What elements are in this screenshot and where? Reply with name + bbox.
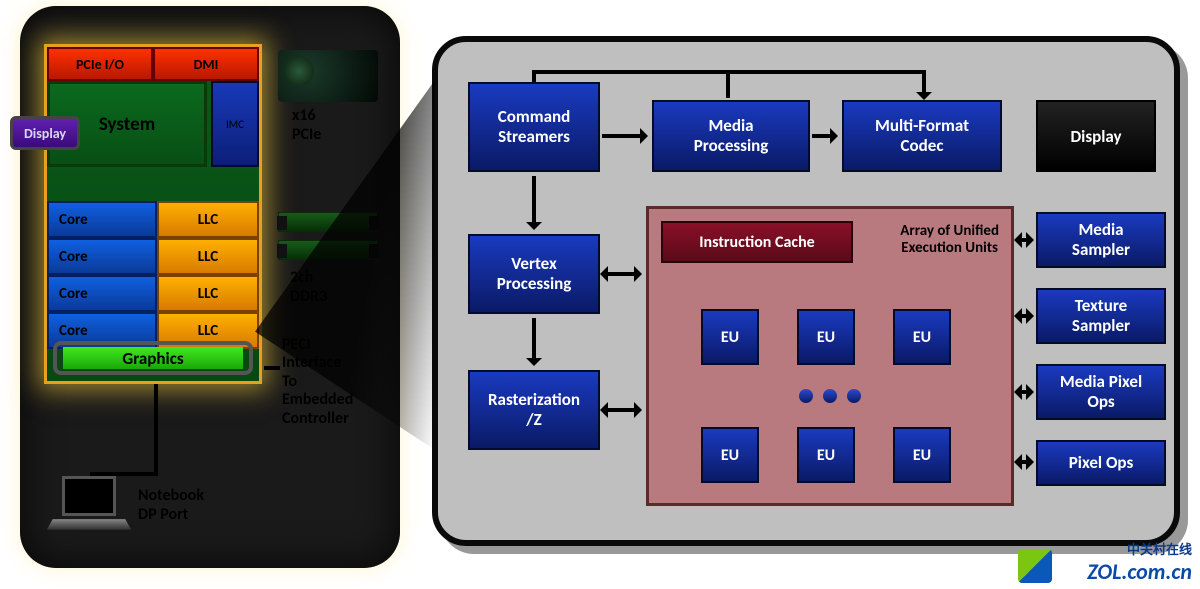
eu-block: EU: [701, 309, 759, 365]
x16-pcie-label: x16 PCIe: [292, 106, 321, 144]
core-block: Core: [47, 238, 157, 275]
eu-array-label: Array of Unified Execution Units: [900, 223, 999, 256]
vertex-processing-block: Vertex Processing: [468, 234, 600, 314]
arrow-icon: [532, 318, 536, 362]
display-badge: Display: [10, 116, 80, 150]
zol-logo-icon: [1018, 549, 1052, 583]
eu-block: EU: [797, 309, 855, 365]
watermark-cn: 中关村在线: [1087, 539, 1192, 558]
arrow-line: [532, 70, 536, 82]
llc-block: LLC: [157, 201, 259, 238]
llc-block: LLC: [157, 275, 259, 312]
chip-die: PCIe I/O DMI System IMC CoreLLC CoreLLC …: [44, 44, 262, 384]
multi-format-codec-block: Multi-Format Codec: [842, 100, 1002, 172]
display-block: Display: [1036, 100, 1156, 172]
media-pixel-ops-block: Media Pixel Ops: [1036, 364, 1166, 420]
watermark-en: ZOL.com.cn: [1087, 558, 1192, 585]
arrow-icon: [532, 176, 536, 226]
arrow-line: [534, 70, 924, 74]
instruction-cache-block: Instruction Cache: [661, 221, 853, 263]
pcie-io-block: PCIe I/O: [47, 47, 153, 81]
pixel-ops-block: Pixel Ops: [1036, 440, 1166, 486]
notebook-dp-label: Notebook DP Port: [138, 486, 204, 524]
texture-sampler-block: Texture Sampler: [1036, 288, 1166, 344]
connector-line: [264, 366, 280, 370]
watermark: 中关村在线 ZOL.com.cn: [1087, 539, 1192, 585]
eu-array-area: Instruction Cache Array of Unified Execu…: [646, 206, 1014, 506]
gpu-detail-panel: Command Streamers Media Processing Multi…: [432, 36, 1180, 546]
double-arrow-icon: [604, 272, 638, 276]
arrow-icon: [602, 134, 644, 138]
eu-block: EU: [701, 427, 759, 483]
double-arrow-icon: [1018, 460, 1030, 464]
double-arrow-icon: [1018, 238, 1030, 242]
double-arrow-icon: [1018, 390, 1030, 394]
core-block: Core: [47, 201, 157, 238]
double-arrow-icon: [604, 408, 638, 412]
llc-block: LLC: [157, 238, 259, 275]
rasterization-block: Rasterization /Z: [468, 370, 600, 450]
arrow-icon: [812, 134, 834, 138]
eu-block: EU: [797, 427, 855, 483]
media-processing-block: Media Processing: [652, 100, 810, 172]
arrow-line: [726, 72, 730, 98]
gpu-card-icon: [278, 50, 378, 102]
imc-block: IMC: [211, 81, 259, 167]
eu-block: EU: [893, 427, 951, 483]
arrow-icon: [922, 70, 926, 96]
media-sampler-block: Media Sampler: [1036, 212, 1166, 268]
dmi-block: DMI: [153, 47, 259, 81]
command-streamers-block: Command Streamers: [468, 82, 600, 172]
graphics-block: Graphics: [63, 347, 243, 369]
graphics-outline: Graphics: [53, 341, 253, 375]
core-block: Core: [47, 275, 157, 312]
chip-top-bar: PCIe I/O DMI: [47, 47, 259, 81]
ellipsis-icon: [799, 389, 861, 403]
connector-line: [154, 384, 158, 474]
laptop-icon: [50, 476, 128, 538]
eu-block: EU: [893, 309, 951, 365]
double-arrow-icon: [1018, 314, 1030, 318]
core-grid: CoreLLC CoreLLC CoreLLC CoreLLC: [47, 201, 259, 349]
